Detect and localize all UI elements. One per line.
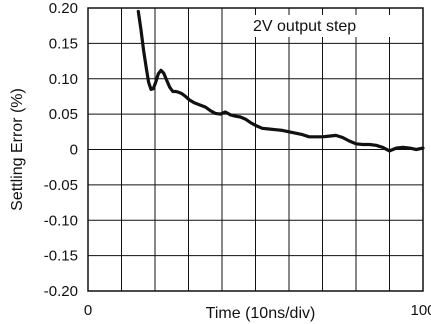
y-tick-label: 0.15 bbox=[49, 35, 78, 52]
settling-error-line bbox=[136, 9, 425, 153]
annotation-background bbox=[250, 15, 402, 37]
x-axis-label: Time (10ns/div) bbox=[206, 305, 316, 322]
y-tick-label: -0.10 bbox=[44, 212, 78, 229]
y-tick-label: 0.05 bbox=[49, 106, 78, 123]
y-tick-label: -0.20 bbox=[44, 283, 78, 300]
y-tick-label: 0.20 bbox=[49, 0, 78, 17]
annotation-text: 2V output step bbox=[253, 18, 356, 35]
y-tick-labels: 0.20 0.15 0.10 0.05 0 -0.05 -0.10 -0.15 -0.20 bbox=[44, 0, 78, 300]
grid bbox=[88, 8, 423, 291]
x-tick-label: 100 bbox=[410, 302, 431, 319]
y-tick-label: -0.05 bbox=[44, 177, 78, 194]
y-axis-label: Settling Error (%) bbox=[9, 88, 26, 211]
y-tick-label: 0.10 bbox=[49, 71, 78, 88]
x-tick-label: 0 bbox=[84, 302, 92, 319]
x-tick-labels: 0 100 bbox=[84, 302, 431, 319]
y-tick-label: 0 bbox=[70, 142, 78, 159]
y-tick-label: -0.15 bbox=[44, 248, 78, 265]
